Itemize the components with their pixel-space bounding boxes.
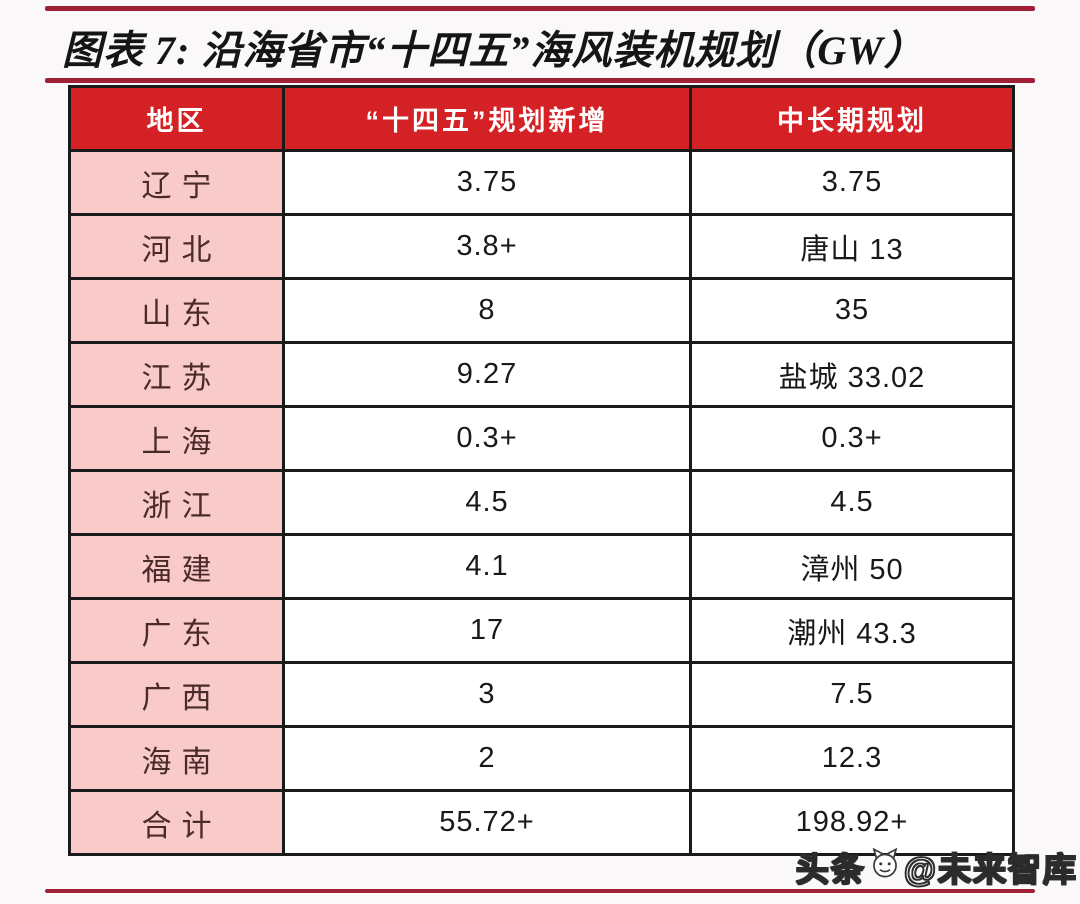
table-header-row: 地区 “十四五”规划新增 中长期规划	[68, 85, 1015, 152]
table-row-guangxi: 广西 3 7.5	[68, 661, 1015, 728]
value-cell: 3.8+	[282, 213, 692, 280]
value-cell: 漳州 50	[689, 533, 1015, 600]
value-cell: 潮州 43.3	[689, 597, 1015, 664]
table-row-hainan: 海南 2 12.3	[68, 725, 1015, 792]
watermark: 头条 @未来智库	[795, 843, 1078, 891]
value-cell: 4.5	[282, 469, 692, 536]
table-row-shanghai: 上海 0.3+ 0.3+	[68, 405, 1015, 472]
region-cell: 浙江	[68, 469, 285, 536]
region-cell: 上海	[68, 405, 285, 472]
column-header-14th-fyp: “十四五”规划新增	[282, 85, 692, 152]
total-value-cell: 198.92+	[689, 789, 1015, 856]
table-row-zhejiang: 浙江 4.5 4.5	[68, 469, 1015, 536]
value-cell: 8	[282, 277, 692, 344]
region-cell: 辽宁	[68, 149, 285, 216]
table-row-shandong: 山东 8 35	[68, 277, 1015, 344]
region-cell: 福建	[68, 533, 285, 600]
value-cell: 4.1	[282, 533, 692, 600]
column-header-region: 地区	[68, 85, 285, 152]
value-cell: 9.27	[282, 341, 692, 408]
table-row-liaoning: 辽宁 3.75 3.75	[68, 149, 1015, 216]
total-label-cell: 合计	[68, 789, 285, 856]
total-value-cell: 55.72+	[282, 789, 692, 856]
value-cell: 3.75	[282, 149, 692, 216]
cat-logo-icon	[868, 846, 902, 888]
value-cell: 盐城 33.02	[689, 341, 1015, 408]
watermark-text-left: 头条	[795, 850, 866, 889]
value-cell: 7.5	[689, 661, 1015, 728]
table-row-jiangsu: 江苏 9.27 盐城 33.02	[68, 341, 1015, 408]
table-row-hebei: 河北 3.8+ 唐山 13	[68, 213, 1015, 280]
value-cell: 2	[282, 725, 692, 792]
value-cell: 0.3+	[282, 405, 692, 472]
value-cell: 4.5	[689, 469, 1015, 536]
region-cell: 海南	[68, 725, 285, 792]
column-header-longterm: 中长期规划	[689, 85, 1015, 152]
value-cell: 17	[282, 597, 692, 664]
top-divider	[45, 6, 1035, 11]
table-row-fujian: 福建 4.1 漳州 50	[68, 533, 1015, 600]
bottom-divider	[45, 889, 1035, 893]
title-divider	[45, 78, 1035, 83]
table-row-guangdong: 广东 17 潮州 43.3	[68, 597, 1015, 664]
figure-title: 图表 7: 沿海省市“十四五”海风装机规划（GW）	[62, 28, 925, 73]
value-cell: 3	[282, 661, 692, 728]
value-cell: 3.75	[689, 149, 1015, 216]
offshore-wind-plan-table: 地区 “十四五”规划新增 中长期规划 辽宁 3.75 3.75 河北 3.8+ …	[68, 85, 1015, 856]
value-cell: 35	[689, 277, 1015, 344]
region-cell: 山东	[68, 277, 285, 344]
table-row-total: 合计 55.72+ 198.92+	[68, 789, 1015, 856]
region-cell: 广东	[68, 597, 285, 664]
watermark-text-right: @未来智库	[903, 850, 1078, 889]
region-cell: 河北	[68, 213, 285, 280]
region-cell: 广西	[68, 661, 285, 728]
value-cell: 12.3	[689, 725, 1015, 792]
value-cell: 0.3+	[689, 405, 1015, 472]
value-cell: 唐山 13	[689, 213, 1015, 280]
region-cell: 江苏	[68, 341, 285, 408]
